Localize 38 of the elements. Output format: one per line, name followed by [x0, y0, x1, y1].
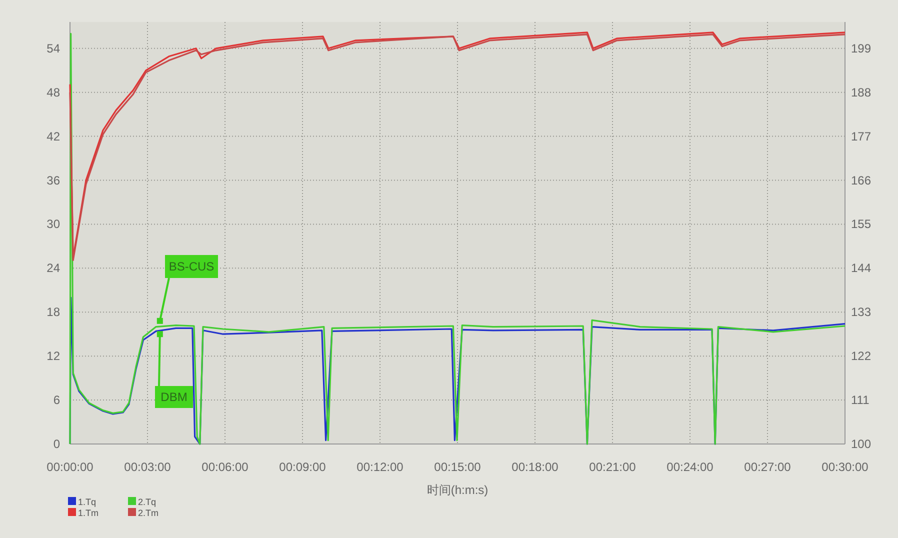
y-tick-label: 18 — [46, 305, 60, 320]
y2-tick-label: 155 — [851, 217, 872, 232]
legend-label: 1.Tq — [78, 497, 96, 507]
y2-tick-label: 100 — [851, 437, 872, 451]
y2-tick-label: 144 — [851, 261, 872, 276]
y-tick-label: 36 — [46, 173, 60, 188]
x-tick-label: 00:18:00 — [512, 460, 559, 474]
y-tick-label: 42 — [46, 129, 60, 144]
y2-tick-label: 177 — [851, 129, 872, 144]
y-tick-label: 6 — [53, 393, 60, 408]
x-axis-title: 时间(h:m:s) — [426, 483, 488, 497]
x-tick-label: 00:03:00 — [124, 460, 172, 474]
annotation: BS-CUS — [168, 260, 214, 274]
x-tick-label: 00:30:00 — [822, 460, 869, 474]
annotation: DBM — [160, 390, 188, 404]
y-tick-label: 12 — [46, 349, 60, 364]
y-tick-label: 24 — [46, 261, 60, 276]
legend-label: 2.Tm — [138, 508, 159, 518]
x-tick-label: 00:12:00 — [356, 460, 404, 474]
y-tick-label: 0 — [53, 437, 60, 451]
y2-tick-label: 111 — [851, 393, 870, 408]
x-tick-label: 00:09:00 — [279, 460, 326, 474]
y2-tick-label: 199 — [851, 41, 872, 56]
y2-tick-label: 188 — [851, 85, 872, 100]
y-tick-label: 48 — [46, 85, 60, 100]
x-tick-label: 00:24:00 — [666, 460, 714, 474]
x-tick-label: 00:15:00 — [434, 460, 482, 474]
legend-label: 2.Tq — [138, 497, 156, 507]
x-tick-label: 00:27:00 — [744, 460, 792, 474]
y2-tick-label: 122 — [851, 349, 872, 364]
y-tick-label: 54 — [46, 41, 60, 56]
legend-label: 1.Tm — [78, 508, 99, 518]
y2-tick-label: 166 — [851, 173, 872, 188]
y2-tick-label: 133 — [851, 305, 872, 320]
y-tick-label: 30 — [46, 217, 60, 232]
x-tick-label: 00:06:00 — [202, 460, 249, 474]
x-tick-label: 00:00:00 — [46, 460, 94, 474]
x-tick-label: 00:21:00 — [589, 460, 636, 474]
